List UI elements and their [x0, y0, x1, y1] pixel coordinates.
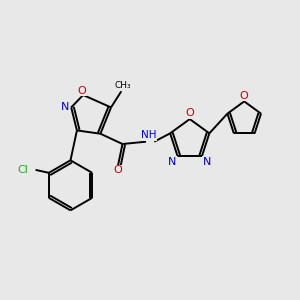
Text: O: O: [185, 108, 194, 118]
Text: N: N: [61, 102, 69, 112]
Text: N: N: [203, 157, 212, 167]
Text: N: N: [168, 157, 176, 167]
Text: O: O: [77, 85, 86, 96]
Text: Cl: Cl: [17, 165, 28, 175]
Text: NH: NH: [141, 130, 156, 140]
Text: O: O: [240, 91, 249, 100]
Text: CH₃: CH₃: [115, 81, 131, 90]
Text: O: O: [114, 165, 122, 175]
